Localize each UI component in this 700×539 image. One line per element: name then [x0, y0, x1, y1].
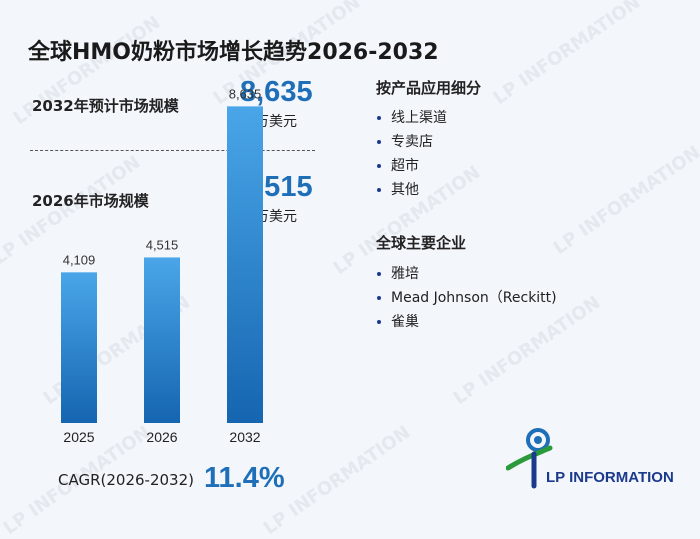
cagr-value: 11.4% [204, 462, 285, 494]
companies-list: 雅培 Mead Johnson（Reckitt) 雀巢 [376, 262, 557, 334]
list-item-label: 其他 [391, 182, 419, 198]
x-tick-label: 2032 [229, 429, 260, 445]
list-item-label: 雀巢 [391, 314, 419, 330]
bar-chart: 4,109 2025 4,515 2026 8,635 2032 [61, 86, 263, 445]
list-item: Mead Johnson（Reckitt) [376, 286, 557, 310]
list-item-label: 雅培 [391, 266, 419, 282]
companies-title: 全球主要企业 [376, 234, 467, 252]
list-item: 线上渠道 [376, 106, 447, 130]
divider [30, 150, 315, 151]
list-item-label: 超市 [391, 158, 419, 174]
segments-list: 线上渠道 专卖店 超市 其他 [376, 106, 447, 202]
bar-2026 [144, 257, 180, 423]
list-item: 超市 [376, 154, 447, 178]
bar-value-label: 4,109 [63, 252, 96, 267]
list-item: 其他 [376, 178, 447, 202]
cagr-label: CAGR(2026-2032) [58, 471, 194, 489]
list-item: 专卖店 [376, 130, 447, 154]
bullet-icon [377, 320, 381, 324]
bullet-icon [377, 116, 381, 120]
segments-title: 按产品应用细分 [376, 79, 482, 97]
page-title: 全球HMO奶粉市场增长趋势2026-2032 [28, 40, 439, 65]
bar-2032 [227, 106, 263, 423]
bullet-icon [377, 272, 381, 276]
list-item: 雅培 [376, 262, 557, 286]
x-tick-label: 2025 [63, 429, 94, 445]
stat-2032-value: 8,635 [240, 76, 313, 108]
stat-2026-label: 2026年市场规模 [32, 192, 149, 210]
x-tick-label: 2026 [146, 429, 177, 445]
bar-value-label: 8,635 [229, 86, 262, 101]
bar-2025 [61, 272, 97, 423]
lp-logo-icon [506, 428, 553, 489]
bullet-icon [377, 188, 381, 192]
stat-2032-label: 2032年预计市场规模 [32, 97, 179, 115]
list-item-label: 专卖店 [391, 134, 433, 150]
bar-value-label: 4,515 [146, 237, 179, 252]
bullet-icon [377, 164, 381, 168]
list-item-label: 线上渠道 [391, 110, 447, 126]
bullet-icon [377, 296, 381, 300]
list-item-label: Mead Johnson（Reckitt) [391, 290, 557, 306]
logo-text: LP INFORMATION [546, 469, 674, 486]
bullet-icon [377, 140, 381, 144]
list-item: 雀巢 [376, 310, 557, 334]
